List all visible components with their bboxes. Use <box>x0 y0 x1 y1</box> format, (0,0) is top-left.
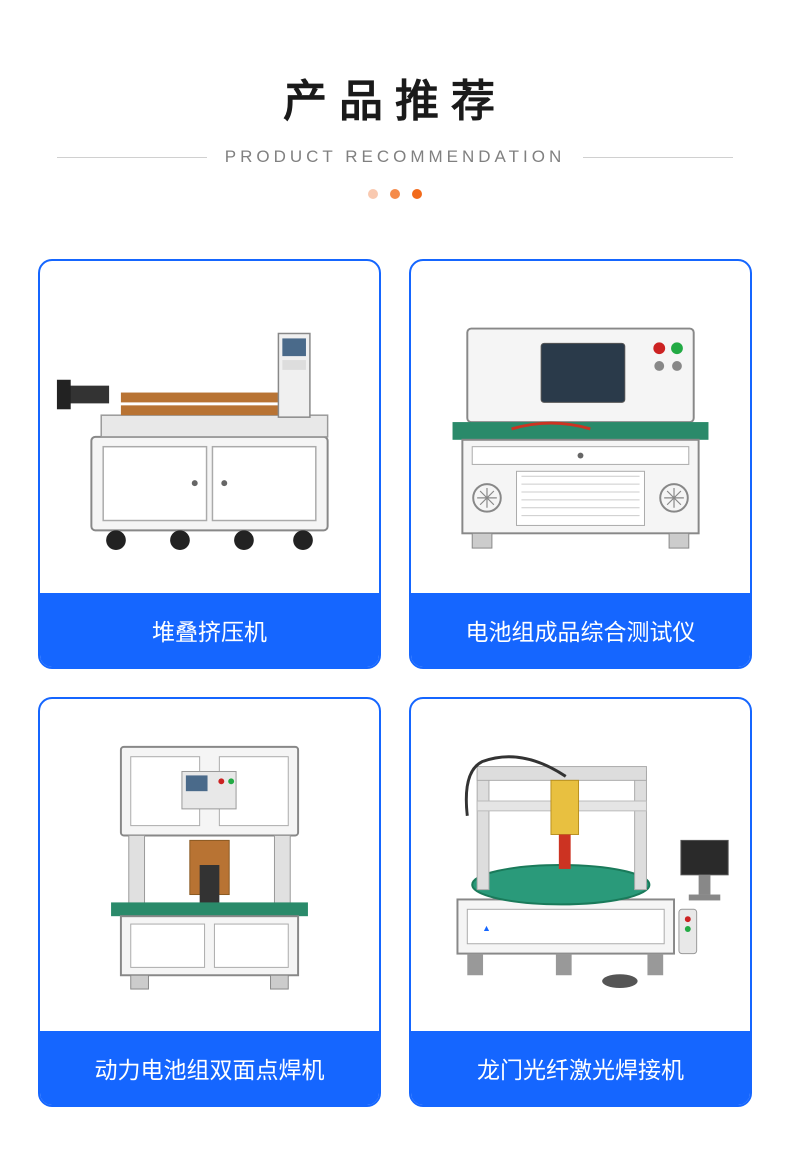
subtitle-row: PRODUCT RECOMMENDATION <box>0 147 790 167</box>
dot-1 <box>368 189 378 199</box>
product-card[interactable]: ▲ <box>409 697 752 1107</box>
product-label: 动力电池组双面点焊机 <box>40 1031 379 1105</box>
product-image <box>40 261 379 593</box>
product-card[interactable]: 堆叠挤压机 <box>38 259 381 669</box>
title-chinese: 产品推荐 <box>0 65 790 129</box>
divider-right <box>583 157 733 158</box>
product-grid: 堆叠挤压机 <box>0 199 790 1107</box>
decorative-dots <box>0 189 790 199</box>
product-card[interactable]: 动力电池组双面点焊机 <box>38 697 381 1107</box>
product-label: 电池组成品综合测试仪 <box>411 593 750 667</box>
product-image <box>40 699 379 1031</box>
product-image: ▲ <box>411 699 750 1031</box>
divider-left <box>57 157 207 158</box>
dot-2 <box>390 189 400 199</box>
product-label: 堆叠挤压机 <box>40 593 379 667</box>
title-english: PRODUCT RECOMMENDATION <box>225 147 566 167</box>
product-image <box>411 261 750 593</box>
svg-text:▲: ▲ <box>482 923 491 933</box>
dot-3 <box>412 189 422 199</box>
header: 产品推荐 PRODUCT RECOMMENDATION <box>0 0 790 199</box>
product-label: 龙门光纤激光焊接机 <box>411 1031 750 1105</box>
product-card[interactable]: 电池组成品综合测试仪 <box>409 259 752 669</box>
